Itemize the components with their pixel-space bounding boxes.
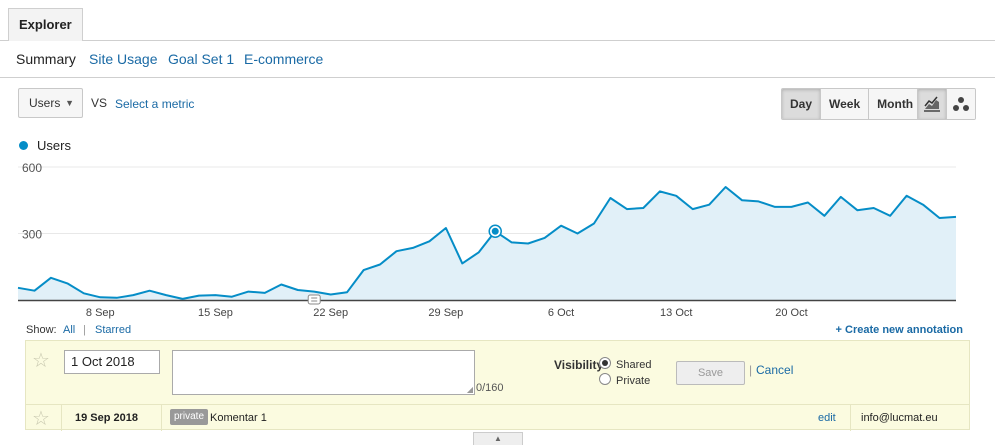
period-toggle: Day Week Month xyxy=(781,88,923,120)
month-button[interactable]: Month xyxy=(869,89,922,119)
private-radio[interactable] xyxy=(599,373,611,385)
select-metric-link[interactable]: Select a metric xyxy=(115,97,195,111)
line-chart-button[interactable] xyxy=(918,89,947,119)
show-all-link[interactable]: All xyxy=(63,324,76,336)
save-button[interactable]: Save xyxy=(676,361,745,385)
annotation-date: 19 Sep 2018 xyxy=(75,412,138,424)
separator: | xyxy=(83,324,86,336)
subtab-site-usage[interactable]: Site Usage xyxy=(89,51,158,67)
annotation-form: ☆ 1 Oct 2018 ◢ 0/160 Visibility: Shared … xyxy=(26,341,969,404)
tab-explorer[interactable]: Explorer xyxy=(8,8,83,41)
vs-label: VS xyxy=(91,96,108,110)
series-line xyxy=(17,186,957,300)
x-tick-label: 15 Sep xyxy=(198,307,233,319)
y-tick-label: 300 xyxy=(22,228,42,242)
private-badge: private xyxy=(170,409,209,425)
divider xyxy=(161,405,162,431)
top-tab-bar: Explorer xyxy=(0,0,995,41)
subtab-e-commerce[interactable]: E-commerce xyxy=(244,51,324,67)
annotation-text: Komentar 1 xyxy=(210,412,267,424)
annotation-panel: ☆ 1 Oct 2018 ◢ 0/160 Visibility: Shared … xyxy=(25,340,970,432)
day-button[interactable]: Day xyxy=(782,89,822,119)
users-chart[interactable]: 600 300 8 Sep 15 Sep 22 Sep 29 Sep 6 Oct 13 Oct… xyxy=(0,155,995,320)
data-point-marker-inner xyxy=(491,227,499,235)
x-tick-label: 29 Sep xyxy=(428,307,463,319)
x-tick-label: 6 Oct xyxy=(548,307,574,319)
legend-label: Users xyxy=(37,138,71,153)
collapse-annotations-button[interactable]: ▲ xyxy=(473,432,523,445)
subtab-goal-set-1[interactable]: Goal Set 1 xyxy=(168,51,235,67)
x-tick-label: 13 Oct xyxy=(660,307,692,319)
annotation-row[interactable]: ☆ 19 Sep 2018 private Komentar 1 edit in… xyxy=(26,404,969,432)
week-button[interactable]: Week xyxy=(821,89,870,119)
metric-dropdown-value: Users xyxy=(29,96,61,110)
legend-swatch xyxy=(19,141,28,150)
motion-chart-button[interactable] xyxy=(947,89,975,119)
annotation-author: info@lucmat.eu xyxy=(861,412,938,424)
create-annotation-link[interactable]: + Create new annotation xyxy=(835,324,963,336)
divider xyxy=(61,405,62,431)
show-starred-link[interactable]: Starred xyxy=(95,324,132,336)
motion-chart-icon xyxy=(953,97,969,111)
annotation-toolbar: Show: All | Starred + Create new annotat… xyxy=(18,321,970,339)
chevron-up-icon: ▲ xyxy=(494,434,502,443)
area-fill xyxy=(18,187,956,300)
divider xyxy=(850,405,851,431)
line-chart-icon xyxy=(924,96,940,112)
private-label: Private xyxy=(616,375,651,387)
shared-radio[interactable] xyxy=(599,357,611,369)
star-icon[interactable]: ☆ xyxy=(32,350,50,372)
annotation-marker-icon xyxy=(307,294,321,305)
metric-dropdown[interactable]: Users ▼ xyxy=(18,88,83,118)
chevron-down-icon: ▼ xyxy=(65,98,74,108)
annotation-date-input[interactable]: 1 Oct 2018 xyxy=(64,350,160,374)
report-subnav: Summary Site Usage Goal Set 1 E-commerce xyxy=(0,40,995,78)
shared-label: Shared xyxy=(616,359,652,371)
edit-annotation-link[interactable]: edit xyxy=(818,412,836,424)
x-tick-label: 20 Oct xyxy=(775,307,807,319)
y-tick-label: 600 xyxy=(22,161,42,175)
resize-handle-icon[interactable]: ◢ xyxy=(466,385,473,394)
cancel-link[interactable]: Cancel xyxy=(756,363,794,377)
x-tick-label: 22 Sep xyxy=(313,307,348,319)
x-tick-label: 8 Sep xyxy=(86,307,115,319)
chart-view-toggle xyxy=(917,88,976,120)
annotation-text-area[interactable]: ◢ xyxy=(172,350,475,395)
star-icon[interactable]: ☆ xyxy=(32,408,50,430)
subtab-summary[interactable]: Summary xyxy=(16,51,76,67)
char-counter: 0/160 xyxy=(476,382,504,394)
separator: | xyxy=(749,363,753,377)
visibility-label: Visibility: xyxy=(554,358,608,372)
show-label: Show: xyxy=(26,324,57,336)
